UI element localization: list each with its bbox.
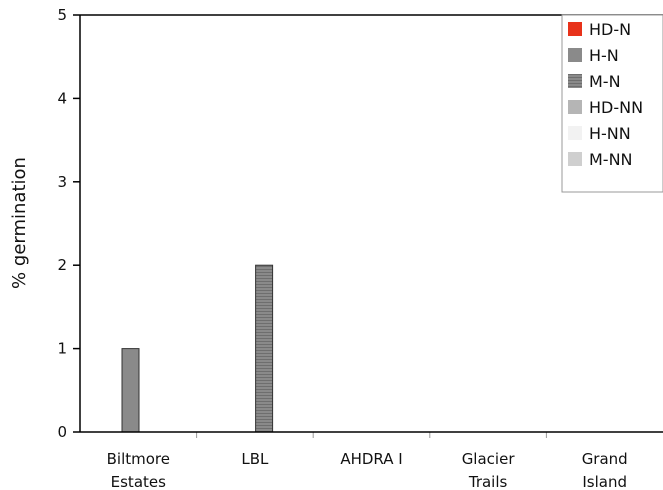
x-tick-label: Grand bbox=[582, 450, 628, 468]
x-tick-label: Glacier bbox=[462, 450, 516, 468]
y-axis-title: % germination bbox=[9, 157, 30, 289]
legend-swatch bbox=[568, 48, 582, 62]
y-tick-label: 0 bbox=[57, 423, 67, 441]
bar-m-n-1 bbox=[255, 264, 274, 433]
legend-label: HD-NN bbox=[589, 98, 643, 117]
y-tick-label: 5 bbox=[57, 6, 67, 24]
legend: HD-N H-N M-N HD-NN H-NN M-NN bbox=[561, 14, 663, 193]
y-tick-label: 3 bbox=[57, 173, 67, 191]
legend-swatch bbox=[568, 126, 582, 140]
x-tick-label: AHDRA I bbox=[340, 450, 402, 468]
legend-swatch bbox=[568, 152, 582, 166]
x-axis-ticks: Biltmore Estates LBL AHDRA I Glacier Trails Gr… bbox=[107, 432, 628, 490]
legend-label: M-NN bbox=[589, 150, 633, 169]
y-tick-label: 1 bbox=[57, 340, 67, 358]
legend-swatch bbox=[568, 100, 582, 114]
legend-label: M-N bbox=[589, 72, 621, 91]
bars bbox=[121, 264, 274, 433]
x-tick-label: Trails bbox=[468, 473, 508, 490]
legend-swatch bbox=[568, 22, 582, 36]
x-tick-label: LBL bbox=[241, 450, 269, 468]
legend-label: HD-N bbox=[589, 20, 631, 39]
y-tick-label: 4 bbox=[57, 89, 67, 107]
legend-swatch bbox=[568, 74, 582, 88]
legend-label: H-NN bbox=[589, 124, 631, 143]
y-axis-ticks: 0 1 2 3 4 5 bbox=[57, 6, 80, 441]
y-tick-label: 2 bbox=[57, 256, 67, 274]
x-tick-label: Biltmore bbox=[107, 450, 170, 468]
x-tick-label: Estates bbox=[111, 473, 166, 490]
x-tick-label: Island bbox=[582, 473, 627, 490]
legend-label: H-N bbox=[589, 46, 619, 65]
bar-h-n-0 bbox=[121, 348, 140, 433]
